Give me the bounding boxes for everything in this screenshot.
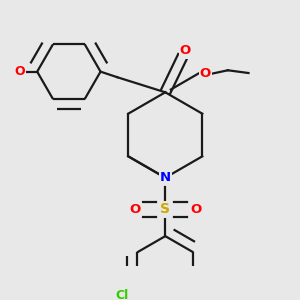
- Text: O: O: [180, 44, 191, 58]
- Text: Cl: Cl: [115, 290, 129, 300]
- Text: O: O: [14, 65, 25, 78]
- Text: O: O: [190, 203, 201, 216]
- Text: S: S: [160, 202, 170, 216]
- Text: N: N: [160, 171, 171, 184]
- Text: O: O: [200, 67, 211, 80]
- Text: O: O: [129, 203, 141, 216]
